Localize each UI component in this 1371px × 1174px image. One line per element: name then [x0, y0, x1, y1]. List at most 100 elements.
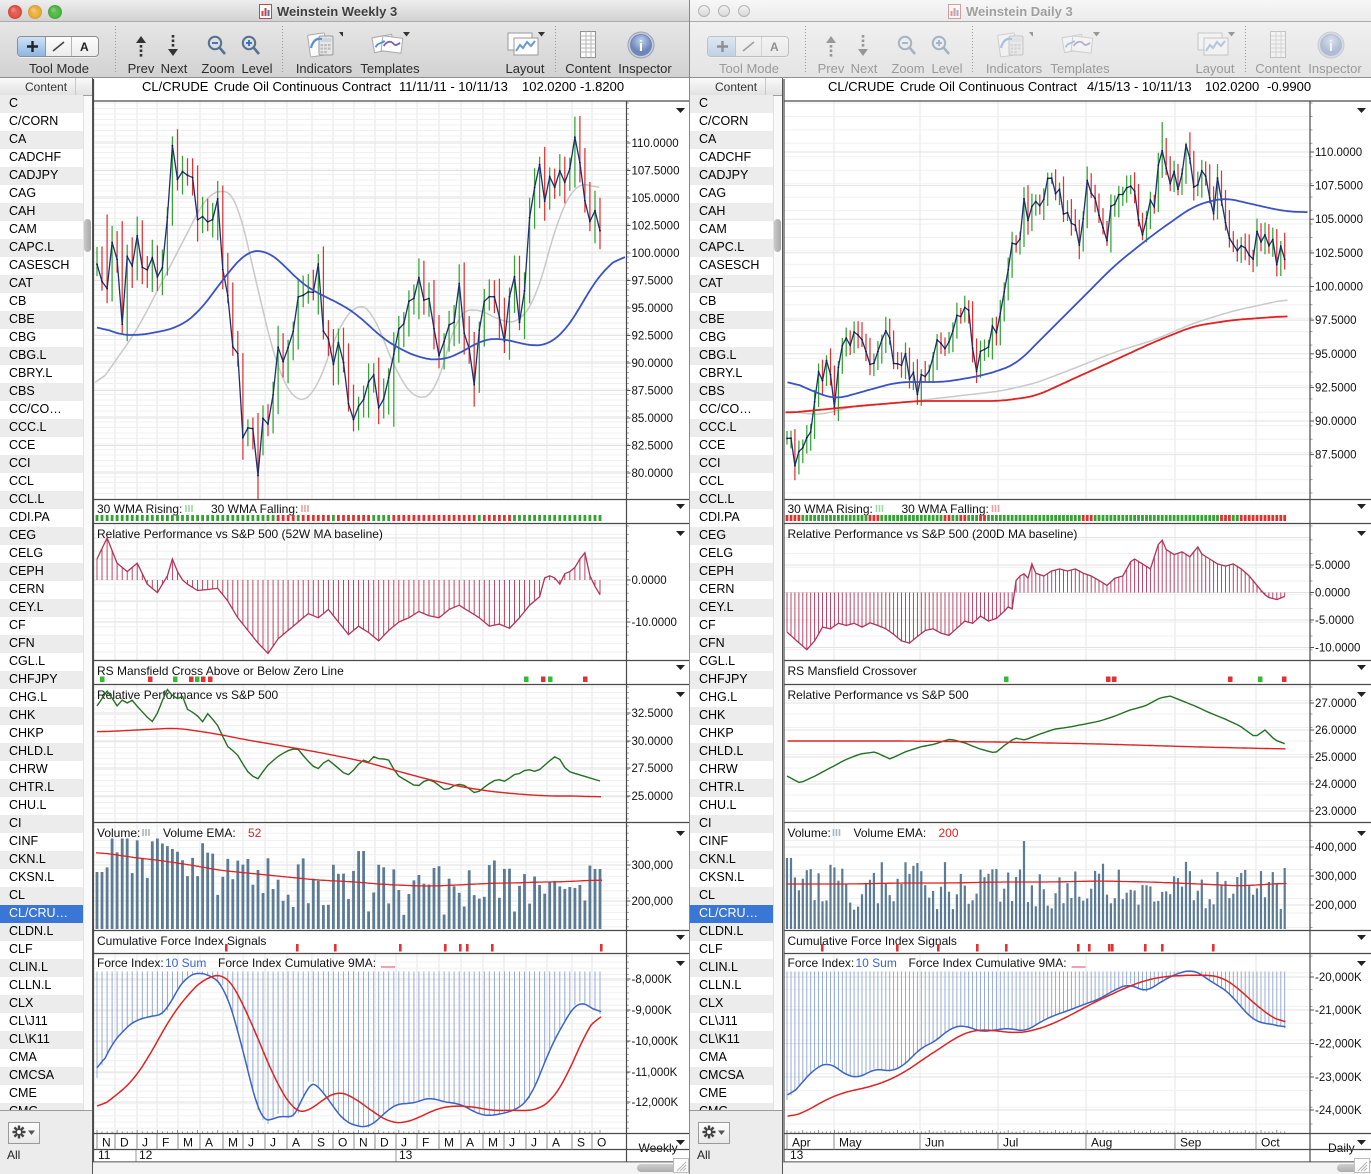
svg-text:Weekly: Weekly: [639, 1141, 678, 1155]
svg-text:87.5000: 87.5000: [1315, 450, 1357, 462]
svg-text:D: D: [380, 1135, 389, 1149]
svg-text:-10,000K: -10,000K: [632, 1036, 679, 1048]
svg-text:-11,000K: -11,000K: [632, 1067, 678, 1079]
svg-text:J: J: [248, 1135, 254, 1149]
svg-text:F: F: [162, 1135, 169, 1149]
svg-text:J: J: [531, 1135, 537, 1149]
svg-text:25.0000: 25.0000: [632, 791, 674, 803]
svg-text:87.5000: 87.5000: [632, 386, 674, 398]
svg-text:J: J: [509, 1135, 515, 1149]
svg-text:105.0000: 105.0000: [632, 193, 680, 205]
svg-text:105.0000: 105.0000: [1315, 214, 1363, 226]
svg-text:30.0000: 30.0000: [632, 736, 674, 748]
svg-text:82.5000: 82.5000: [632, 441, 674, 453]
svg-text:-8,000K: -8,000K: [632, 974, 673, 986]
svg-text:Sep: Sep: [1180, 1135, 1202, 1149]
svg-text:A: A: [770, 40, 779, 54]
svg-text:Volume EMA:: Volume EMA:: [854, 826, 927, 840]
svg-text:0.0000: 0.0000: [1315, 588, 1350, 600]
svg-text:-10.0000: -10.0000: [632, 617, 677, 629]
svg-text:-12,000K: -12,000K: [632, 1097, 679, 1109]
svg-text:Force Index:: Force Index:: [788, 956, 855, 970]
svg-text:M: M: [488, 1135, 498, 1149]
svg-text:N: N: [102, 1135, 111, 1149]
svg-text:110.0000: 110.0000: [632, 138, 679, 150]
svg-text:95.0000: 95.0000: [632, 303, 674, 315]
svg-text:S: S: [577, 1135, 585, 1149]
svg-text:102.5000: 102.5000: [1315, 248, 1363, 260]
svg-text:i: i: [639, 38, 643, 55]
svg-text:23.0000: 23.0000: [1315, 806, 1357, 818]
svg-text:92.5000: 92.5000: [632, 331, 674, 343]
svg-text:Force Index Cumulative 9MA:: Force Index Cumulative 9MA:: [218, 956, 376, 970]
svg-text:80.0000: 80.0000: [632, 468, 674, 480]
svg-text:Volume:: Volume:: [97, 826, 140, 840]
svg-text:107.5000: 107.5000: [632, 166, 680, 178]
svg-text:400,000: 400,000: [1315, 842, 1357, 854]
svg-text:Relative Performance vs S&P 50: Relative Performance vs S&P 500: [788, 688, 970, 702]
svg-text:10 Sum: 10 Sum: [856, 956, 897, 970]
svg-text:92.5000: 92.5000: [1315, 382, 1357, 394]
svg-text:Cumulative Force Index Signals: Cumulative Force Index Signals: [788, 934, 957, 948]
svg-text:13: 13: [790, 1148, 804, 1162]
svg-text:30 WMA Falling:: 30 WMA Falling:: [211, 502, 298, 516]
svg-text:A: A: [552, 1135, 560, 1149]
svg-text:i: i: [1329, 38, 1333, 55]
svg-text:-10.0000: -10.0000: [1315, 643, 1360, 655]
svg-text:M: M: [228, 1135, 238, 1149]
svg-text:25.0000: 25.0000: [1315, 752, 1357, 764]
svg-text:200,000: 200,000: [1315, 900, 1357, 912]
svg-text:90.0000: 90.0000: [632, 358, 674, 370]
svg-text:M: M: [444, 1135, 454, 1149]
svg-text:D: D: [120, 1135, 129, 1149]
svg-text:300,000: 300,000: [1315, 871, 1357, 883]
svg-text:100.0000: 100.0000: [1315, 282, 1363, 294]
svg-text:N: N: [359, 1135, 368, 1149]
svg-text:200,000: 200,000: [632, 896, 674, 908]
svg-text:90.0000: 90.0000: [1315, 416, 1357, 428]
svg-text:300,000: 300,000: [632, 860, 674, 872]
svg-text:J: J: [270, 1135, 276, 1149]
svg-text:13: 13: [399, 1148, 413, 1162]
svg-text:27.0000: 27.0000: [1315, 698, 1357, 710]
svg-text:Relative Performance vs S&P 50: Relative Performance vs S&P 500 (52W MA …: [97, 527, 383, 541]
svg-text:30 WMA Rising:: 30 WMA Rising:: [788, 502, 873, 516]
svg-text:May: May: [839, 1135, 862, 1149]
svg-text:-20,000K: -20,000K: [1315, 972, 1362, 984]
svg-text:27.5000: 27.5000: [632, 763, 674, 775]
svg-text:A: A: [205, 1135, 213, 1149]
svg-text:M: M: [183, 1135, 193, 1149]
svg-text:Force Index:: Force Index:: [97, 956, 164, 970]
svg-text:-24,000K: -24,000K: [1315, 1105, 1362, 1117]
svg-text:A: A: [466, 1135, 474, 1149]
svg-text:0.0000: 0.0000: [632, 575, 667, 587]
svg-text:-5.0000: -5.0000: [1315, 615, 1354, 627]
svg-text:26.0000: 26.0000: [1315, 725, 1357, 737]
svg-text:Jun: Jun: [925, 1135, 944, 1149]
svg-text:A: A: [292, 1135, 300, 1149]
svg-text:Cumulative Force Index Signals: Cumulative Force Index Signals: [97, 934, 266, 948]
svg-text:-21,000K: -21,000K: [1315, 1005, 1362, 1017]
svg-text:12: 12: [139, 1148, 153, 1162]
svg-text:-9,000K: -9,000K: [632, 1005, 673, 1017]
svg-text:30 WMA Falling:: 30 WMA Falling:: [902, 502, 989, 516]
svg-text:A: A: [80, 40, 89, 54]
svg-text:Force Index Cumulative 9MA:: Force Index Cumulative 9MA:: [909, 956, 1067, 970]
svg-text:Relative Performance vs S&P 50: Relative Performance vs S&P 500: [97, 688, 279, 702]
svg-text:J: J: [142, 1135, 148, 1149]
svg-text:107.5000: 107.5000: [1315, 181, 1363, 193]
svg-text:-23,000K: -23,000K: [1315, 1072, 1362, 1084]
svg-text:O: O: [338, 1135, 347, 1149]
svg-text:-22,000K: -22,000K: [1315, 1039, 1362, 1051]
svg-text:97.5000: 97.5000: [632, 276, 674, 288]
svg-text:85.0000: 85.0000: [632, 413, 674, 425]
svg-text:11: 11: [98, 1148, 111, 1162]
svg-text:Jul: Jul: [1003, 1135, 1018, 1149]
svg-text:52: 52: [248, 826, 262, 840]
svg-text:J: J: [401, 1135, 407, 1149]
svg-text:F: F: [422, 1135, 429, 1149]
svg-text:Volume:: Volume:: [788, 826, 831, 840]
svg-text:5.0000: 5.0000: [1315, 560, 1350, 572]
svg-text:Relative Performance vs S&P 50: Relative Performance vs S&P 500 (200D MA…: [788, 527, 1078, 541]
svg-text:110.0000: 110.0000: [1315, 147, 1362, 159]
